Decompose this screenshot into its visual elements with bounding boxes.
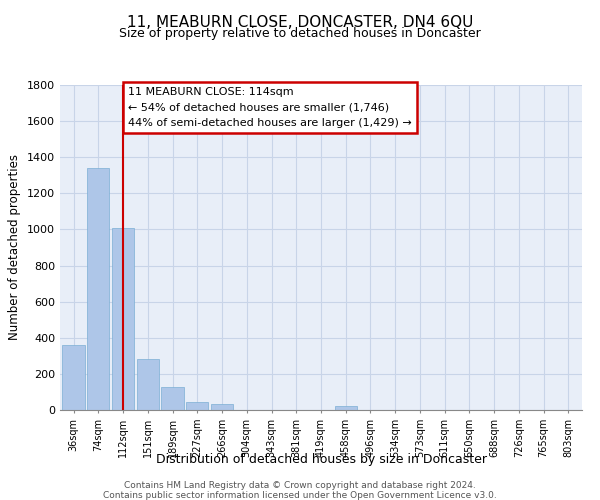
Text: Contains HM Land Registry data © Crown copyright and database right 2024.: Contains HM Land Registry data © Crown c… <box>124 481 476 490</box>
Bar <box>335 406 357 410</box>
Bar <box>87 168 109 410</box>
Bar <box>137 358 159 410</box>
Text: Size of property relative to detached houses in Doncaster: Size of property relative to detached ho… <box>119 28 481 40</box>
Text: Distribution of detached houses by size in Doncaster: Distribution of detached houses by size … <box>155 452 487 466</box>
Bar <box>62 345 85 410</box>
Text: 11, MEABURN CLOSE, DONCASTER, DN4 6QU: 11, MEABURN CLOSE, DONCASTER, DN4 6QU <box>127 15 473 30</box>
Bar <box>211 404 233 410</box>
Bar <box>112 228 134 410</box>
Text: Contains public sector information licensed under the Open Government Licence v3: Contains public sector information licen… <box>103 491 497 500</box>
Bar <box>161 386 184 410</box>
Bar <box>186 402 208 410</box>
Text: 11 MEABURN CLOSE: 114sqm
← 54% of detached houses are smaller (1,746)
44% of sem: 11 MEABURN CLOSE: 114sqm ← 54% of detach… <box>128 87 412 128</box>
Y-axis label: Number of detached properties: Number of detached properties <box>8 154 22 340</box>
